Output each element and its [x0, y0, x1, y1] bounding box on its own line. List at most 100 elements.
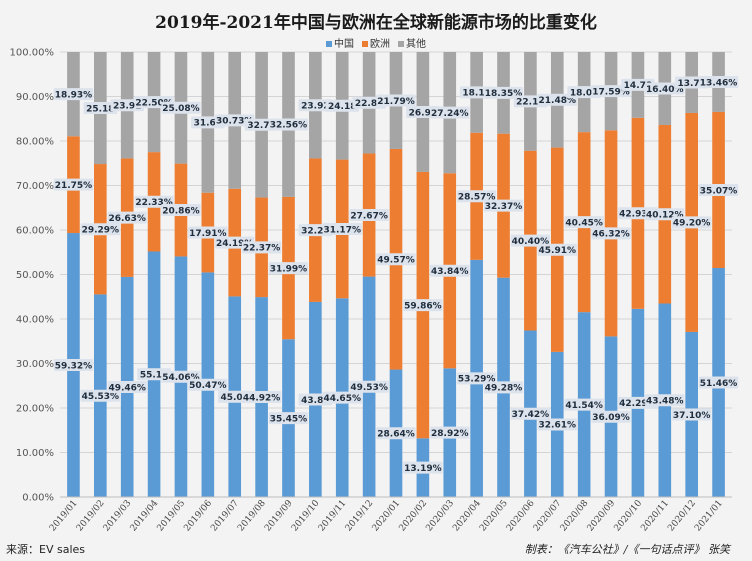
- data-label-0-22-box: [645, 394, 685, 407]
- data-label-0-20-box: [591, 410, 631, 423]
- data-label-2-15: 18.14: [462, 89, 490, 99]
- y-tick-label-0: 0.00%: [22, 493, 54, 504]
- data-label-2-10: 24.18: [328, 102, 356, 112]
- data-label-1-7-box: [241, 241, 282, 254]
- data-label-1-1-box: [80, 223, 121, 236]
- data-label-1-15-box: [456, 190, 497, 203]
- data-label-0-17: 37.42%: [512, 410, 550, 420]
- data-label-1-10: 31.17%: [323, 225, 361, 235]
- data-label-1-24: 35.07%: [700, 186, 738, 196]
- legend-label-2: 其他: [406, 39, 426, 50]
- data-label-1-2-box: [107, 211, 147, 224]
- data-label-2-8-box: [268, 118, 309, 131]
- data-label-1-2: 26.63%: [108, 214, 146, 224]
- y-tick-label-7: 70.00%: [16, 181, 54, 192]
- data-label-0-24: 51.46%: [700, 379, 738, 389]
- data-label-1-15: 28.57%: [458, 193, 496, 203]
- data-label-2-20: 17.59%: [592, 87, 630, 97]
- credit-note: 制表：《汽车公社》/《一句话点评》 张笑: [524, 543, 730, 556]
- data-label-0-23-box: [671, 408, 712, 421]
- data-label-2-11: 22.80: [355, 99, 383, 109]
- data-label-1-5-box: [188, 226, 228, 239]
- y-tick-label-3: 30.00%: [16, 359, 54, 370]
- data-label-2-19: 18.01: [570, 88, 598, 98]
- data-label-0-1: 45.53%: [82, 392, 120, 402]
- data-label-2-24: 13.46%: [700, 78, 738, 88]
- data-label-0-8: 35.45%: [270, 414, 308, 424]
- data-label-2-14: 27.24%: [431, 109, 469, 119]
- data-label-0-8-box: [268, 412, 309, 425]
- data-label-0-18-box: [537, 418, 577, 431]
- data-label-0-19: 41.54%: [565, 401, 603, 411]
- legend-swatch-2: [398, 41, 404, 47]
- y-tick-label-10: 100.00%: [10, 48, 55, 59]
- data-label-1-7: 22.37%: [243, 244, 281, 254]
- data-label-0-23: 37.10%: [673, 411, 711, 421]
- data-label-0-11: 49.53%: [350, 383, 388, 393]
- data-label-1-16-box: [483, 199, 524, 212]
- data-label-2-12-box: [376, 94, 416, 107]
- data-label-0-7: 44.92%: [243, 393, 281, 403]
- data-label-2-0-box: [53, 88, 94, 101]
- data-label-0-14: 28.92%: [431, 429, 469, 439]
- data-label-2-8: 32.56%: [270, 121, 308, 131]
- data-label-2-1: 25.18: [86, 104, 114, 114]
- data-label-0-17-box: [510, 407, 551, 420]
- data-label-1-4-box: [161, 204, 201, 217]
- data-label-0-10: 44.65%: [323, 394, 361, 404]
- data-label-1-23: 49.20%: [673, 219, 711, 229]
- data-label-2-10-box: [325, 99, 359, 112]
- data-label-2-16-box: [483, 86, 524, 99]
- data-label-2-9: 23.92: [301, 102, 329, 112]
- data-label-1-16: 32.37%: [485, 202, 523, 212]
- data-label-1-8-box: [268, 262, 309, 275]
- data-label-0-0: 59.32%: [55, 361, 93, 371]
- data-label-0-13: 13.19%: [404, 464, 442, 474]
- data-label-2-6: 30.73%: [216, 117, 254, 127]
- chart-title: 2019年-2021年中国与欧洲在全球新能源市场的比重变化: [155, 13, 597, 33]
- y-tick-label-1: 10.00%: [16, 448, 54, 459]
- data-label-1-1: 29.29%: [82, 226, 120, 236]
- data-label-2-18-box: [537, 93, 577, 106]
- data-label-0-5-box: [188, 378, 228, 391]
- data-label-2-7: 32.71: [247, 121, 275, 131]
- data-label-0-12: 28.64%: [377, 430, 415, 440]
- y-tick-label-5: 50.00%: [16, 270, 54, 281]
- data-label-0-5: 50.47%: [189, 381, 227, 391]
- legend-swatch-0: [326, 41, 332, 47]
- data-label-1-9: 32.24: [301, 226, 329, 236]
- data-label-1-8: 31.99%: [270, 264, 308, 274]
- data-label-2-14-box: [430, 106, 470, 119]
- data-label-2-5: 31.63: [194, 119, 222, 129]
- data-label-2-2: 23.91: [113, 101, 141, 111]
- data-label-0-18: 32.61%: [539, 421, 577, 431]
- data-label-0-21: 42.29%: [619, 399, 657, 409]
- data-label-1-19-box: [564, 216, 604, 229]
- data-label-1-10-box: [322, 222, 362, 235]
- legend-item-2: 其他: [398, 35, 426, 50]
- data-label-2-22: 16.40%: [646, 85, 684, 95]
- data-label-0-15: 53.29%: [458, 375, 496, 385]
- data-label-0-11-box: [349, 380, 389, 393]
- data-label-1-20-box: [591, 227, 631, 240]
- data-label-2-13: 26.95: [409, 108, 437, 118]
- data-label-0-7-box: [241, 391, 282, 404]
- chart-legend: 中国 欧洲 其他: [0, 35, 752, 50]
- data-label-1-0-box: [53, 178, 94, 191]
- data-label-1-5: 17.91%: [189, 229, 227, 239]
- data-label-0-20: 36.09%: [592, 413, 630, 423]
- data-label-0-13-box: [403, 461, 443, 474]
- data-label-2-22-box: [645, 82, 685, 95]
- data-label-0-6: 45.08: [220, 393, 248, 403]
- data-label-0-16: 49.28%: [485, 384, 523, 394]
- y-tick-label-2: 20.00%: [16, 404, 54, 415]
- data-label-2-0: 18.93%: [55, 90, 93, 100]
- data-label-2-20-box: [591, 85, 631, 98]
- data-label-1-23-box: [671, 216, 712, 229]
- data-label-1-17-box: [510, 234, 551, 247]
- y-tick-label-6: 60.00%: [16, 226, 54, 237]
- data-label-0-0-box: [53, 359, 94, 372]
- legend-label-1: 欧洲: [370, 39, 390, 50]
- data-label-1-0: 21.75%: [55, 181, 93, 191]
